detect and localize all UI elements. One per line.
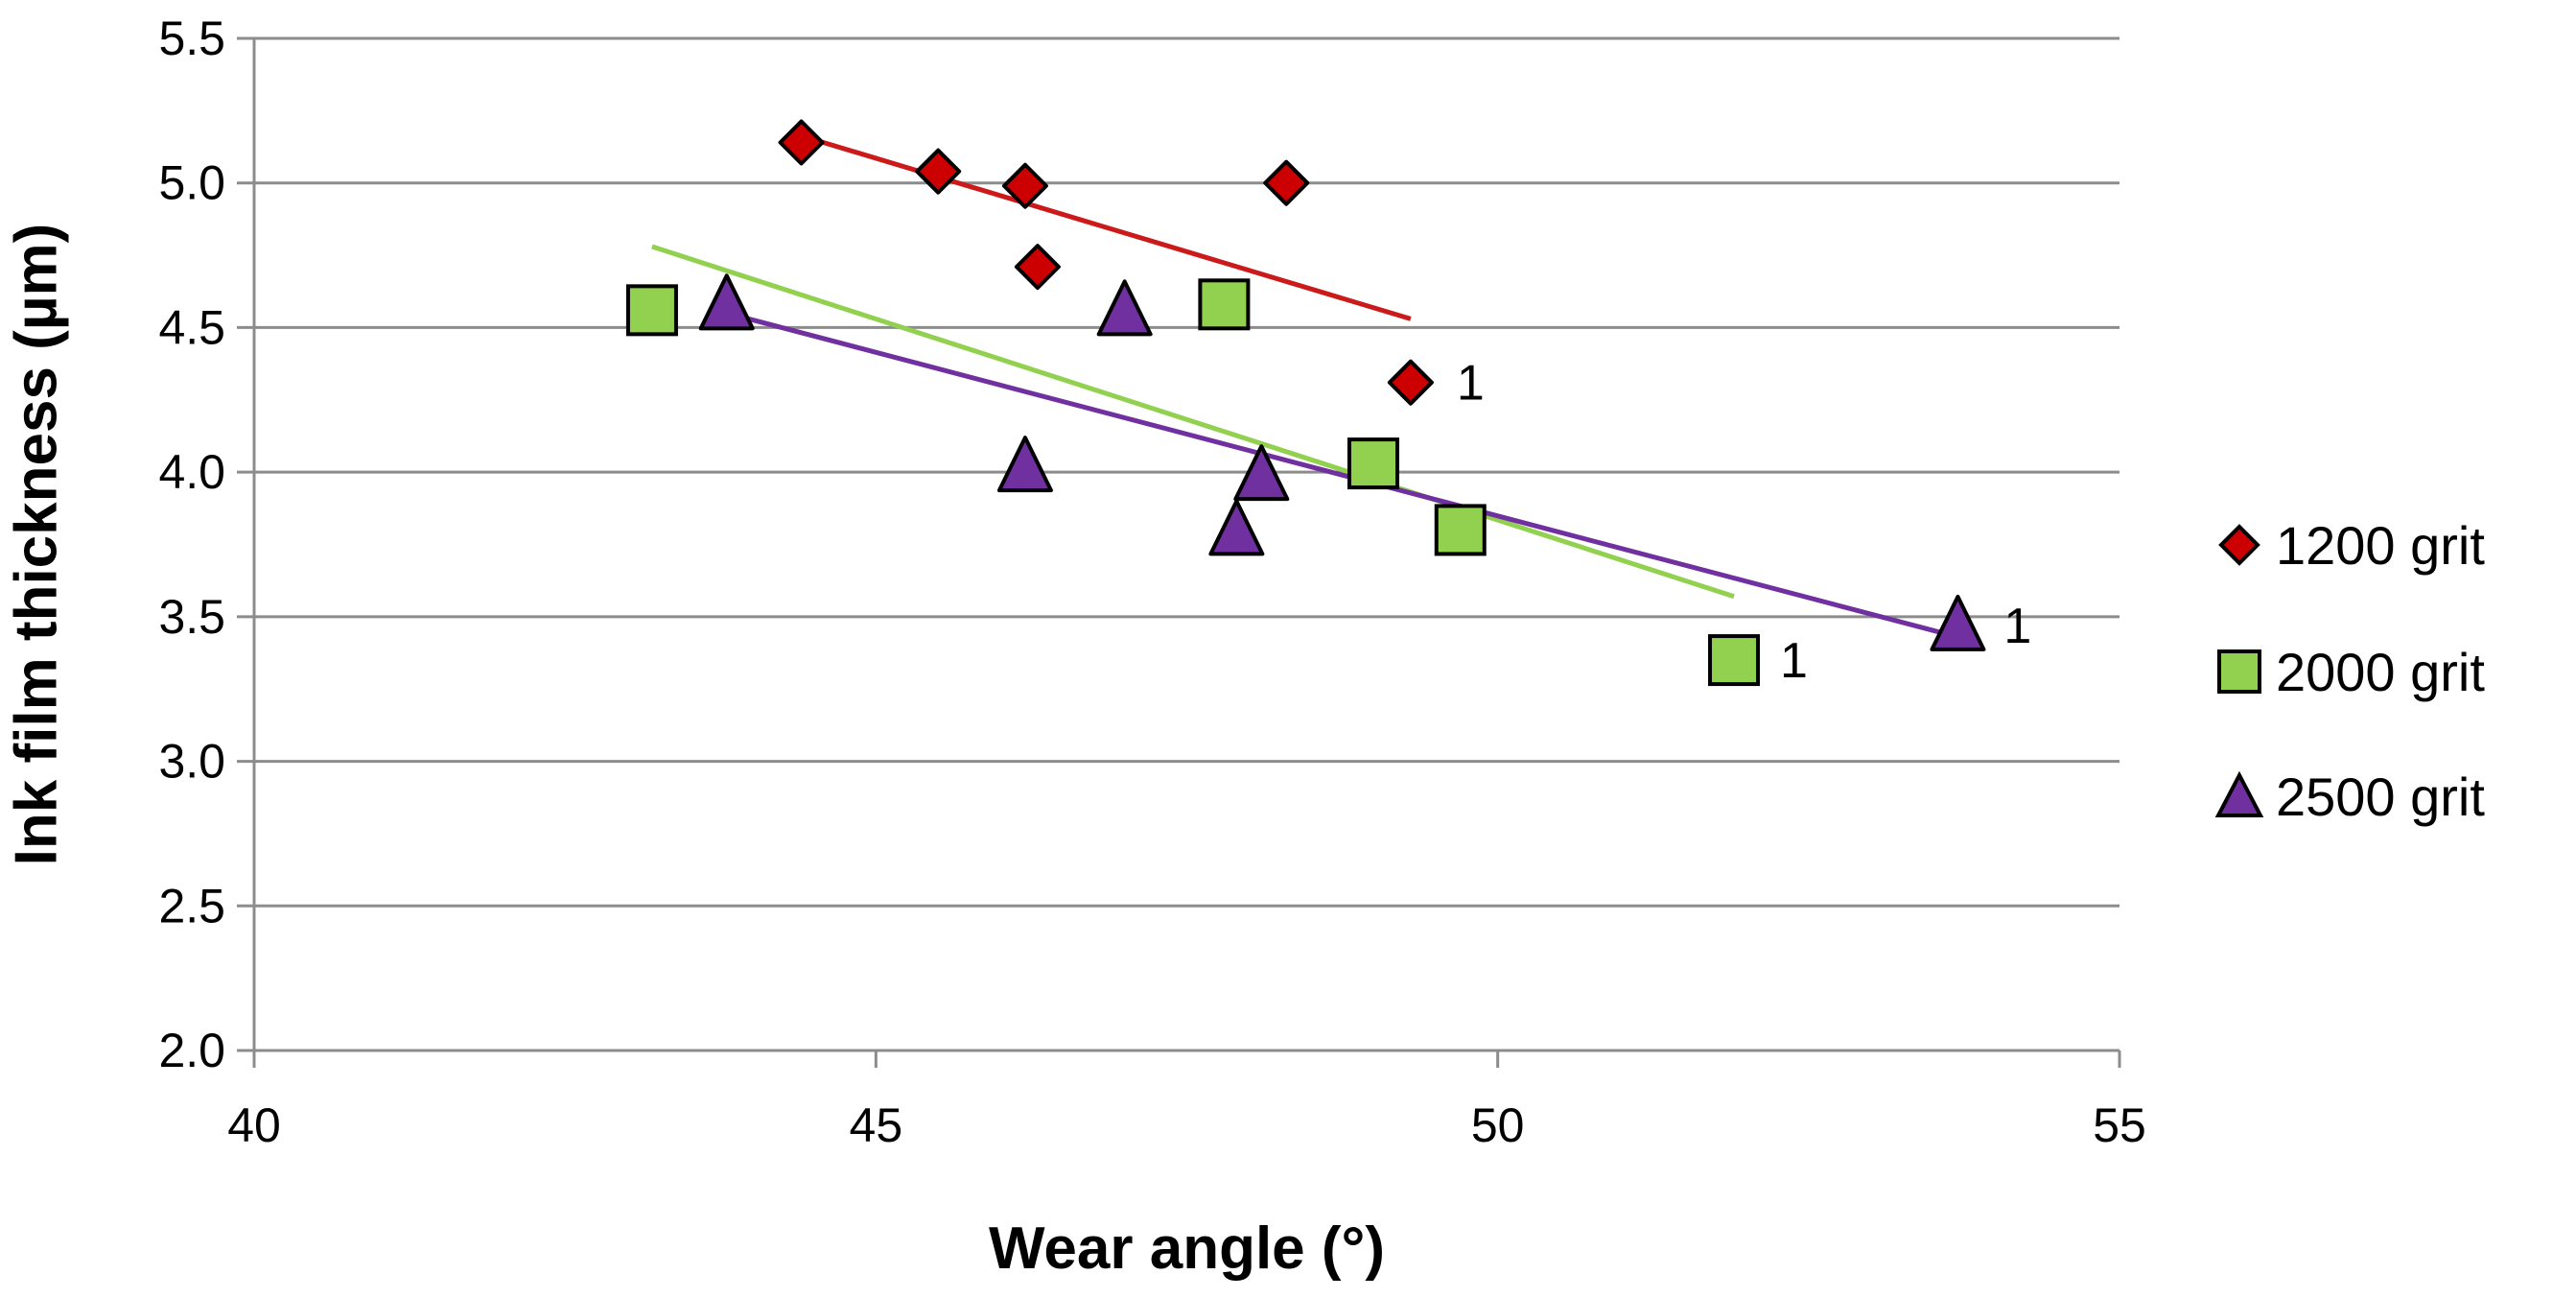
point-triangle — [1930, 594, 1986, 651]
x-axis-title: Wear angle (°) — [989, 1215, 1385, 1282]
y-tick-label: 2.5 — [158, 879, 225, 932]
y-tick-label: 3.5 — [158, 590, 225, 644]
legend-label-1200: 1200 grit — [2276, 515, 2485, 576]
legend-item-2000: 2000 grit — [2217, 642, 2485, 702]
point-diamond — [1001, 162, 1048, 209]
x-tick-label: 55 — [2093, 1098, 2146, 1152]
legend-marker-diamond — [2218, 524, 2260, 566]
trendline-triangle — [726, 310, 1959, 640]
legend-marker-triangle — [2214, 770, 2264, 817]
x-tick-label: 45 — [850, 1098, 903, 1152]
point-diamond — [778, 119, 825, 166]
point-triangle — [996, 436, 1053, 493]
legend-marker-square — [2217, 649, 2261, 694]
y-tick-label: 4.0 — [158, 445, 225, 499]
point-triangle — [1208, 499, 1265, 556]
point-diamond — [1014, 244, 1061, 291]
point-square — [1434, 504, 1487, 556]
point-diamond — [915, 148, 962, 195]
tick-labels: 2.0 2.5 3.0 3.5 4.0 4.5 5.0 5.5 40 45 50 55 — [158, 12, 2145, 1152]
point-triangle — [1096, 279, 1153, 337]
x-tick-label: 40 — [227, 1098, 281, 1152]
point-triangle — [1233, 444, 1290, 502]
legend-label-2000: 2000 grit — [2276, 642, 2485, 702]
point-square — [1347, 437, 1399, 490]
y-tick-label: 4.5 — [158, 300, 225, 354]
legend-diamond-shape — [2218, 524, 2260, 566]
point-label: 1 — [1780, 633, 1808, 689]
point-label: 1 — [2003, 599, 2031, 654]
legend-item-1200: 1200 grit — [2218, 515, 2485, 576]
point-square — [625, 284, 678, 337]
legend: 1200 grit 2000 grit 2500 grit — [2214, 515, 2485, 827]
gridlines — [254, 36, 2119, 908]
legend-label-2500: 2500 grit — [2276, 767, 2485, 827]
point-label: 1 — [1457, 356, 1485, 412]
y-axis-title: Ink film thickness (µm) — [3, 224, 69, 866]
point-diamond — [1263, 159, 1310, 206]
legend-item-2500: 2500 grit — [2214, 767, 2485, 827]
y-tick-label: 5.0 — [158, 156, 225, 210]
trendlines — [651, 137, 1959, 640]
axes — [237, 36, 2121, 1068]
point-diamond — [1387, 359, 1434, 406]
y-tick-label: 5.5 — [158, 12, 225, 65]
trendline-square — [651, 244, 1735, 600]
y-tick-label: 2.0 — [158, 1024, 225, 1077]
point-triangle — [698, 273, 755, 331]
legend-triangle-shape — [2214, 770, 2264, 817]
legend-square-shape — [2217, 649, 2261, 694]
point-square — [1708, 634, 1761, 687]
y-tick-label: 3.0 — [158, 735, 225, 789]
trendline-diamond — [812, 137, 1412, 321]
point-square — [1198, 278, 1251, 331]
data-points: 1 1 1 — [625, 119, 2031, 689]
x-tick-label: 50 — [1471, 1098, 1525, 1152]
